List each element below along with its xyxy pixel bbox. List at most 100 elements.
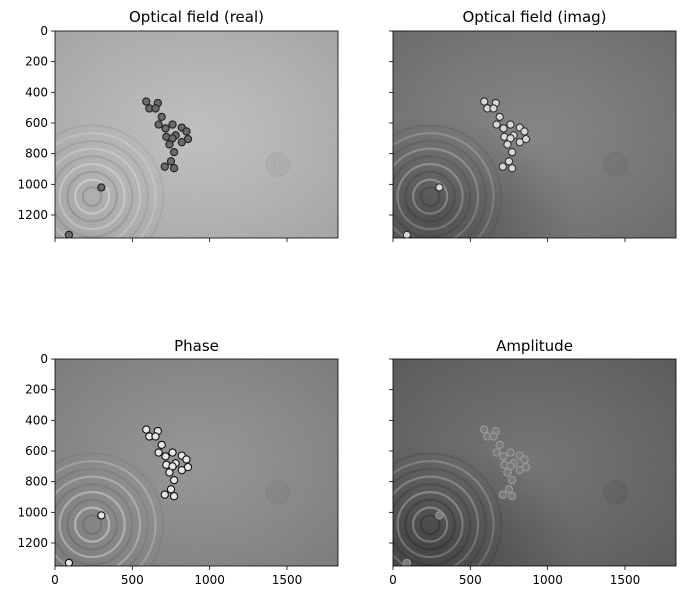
cell: [503, 468, 512, 477]
dark-corner-shade: [393, 359, 676, 566]
y-tick-label: 1200: [17, 536, 48, 550]
cell: [435, 183, 444, 192]
image-area: [389, 30, 677, 242]
cell: [503, 140, 512, 149]
cell: [161, 124, 170, 133]
axes-frame: [392, 30, 677, 239]
y-tick-label: 800: [25, 147, 48, 161]
y-tick-label: 0: [40, 24, 48, 38]
cell: [489, 432, 498, 441]
cell: [97, 183, 106, 192]
cell: [506, 120, 515, 129]
cell: [507, 147, 517, 157]
cell: [169, 475, 179, 485]
y-tick-label: 1000: [17, 505, 48, 519]
cell: [520, 455, 529, 464]
vignette: [55, 31, 338, 238]
cell: [499, 124, 508, 133]
axes-frame: [54, 358, 339, 567]
cell: [160, 162, 169, 171]
cell: [169, 492, 179, 501]
x-tick-label: 1500: [272, 573, 303, 587]
cell: [402, 230, 412, 238]
image-area: 0 500 1000 1500: [389, 358, 677, 587]
x-tick-label: 1000: [194, 573, 225, 587]
x-tick-label: 1500: [610, 573, 641, 587]
cell: [154, 120, 163, 129]
image-area: 0 200 400 600 800 1000 1200: [17, 24, 339, 242]
y-tick-label: 200: [25, 55, 48, 69]
dark-corner-shade: [393, 31, 676, 238]
cell: [154, 448, 163, 457]
cell: [142, 425, 151, 434]
cell: [402, 558, 412, 566]
cell: [169, 164, 179, 173]
cell: [151, 432, 160, 441]
cell: [151, 104, 160, 113]
y-tick-label: 400: [25, 85, 48, 99]
cell: [495, 112, 504, 122]
cell: [165, 468, 174, 477]
cells: [402, 425, 531, 566]
panel-amplitude: Amplitude 0 500 1000 1500: [389, 337, 677, 587]
y-tick-label: 400: [25, 413, 48, 427]
panel-phase: Phase 0 500 1000 1500 0 200 400 600 800 1000 1200: [17, 337, 339, 587]
cell: [480, 425, 489, 434]
cell: [157, 440, 166, 450]
x-tick-label: 500: [121, 573, 144, 587]
cell: [480, 97, 489, 106]
y-tick-label: 600: [25, 444, 48, 458]
cells: [402, 97, 531, 238]
panel-title: Amplitude: [496, 337, 573, 355]
cell: [64, 558, 74, 566]
y-tick-label: 0: [40, 352, 48, 366]
vignette: [55, 359, 338, 566]
image-area: 0 500 1000 1500 0 200 400 600 800 1000 1200: [17, 352, 339, 587]
x-tick-label: 1000: [532, 573, 563, 587]
cell: [182, 455, 191, 464]
y-tick-label: 600: [25, 116, 48, 130]
y-tick-label: 200: [25, 383, 48, 397]
axes-frame: [54, 30, 339, 239]
cell: [498, 490, 507, 499]
cell: [97, 511, 106, 520]
cell: [166, 485, 176, 494]
cell: [168, 120, 177, 129]
cell: [521, 134, 531, 144]
cell: [183, 462, 193, 472]
cell: [169, 147, 179, 157]
cell: [495, 440, 504, 450]
y-tick-label: 800: [25, 475, 48, 489]
axes-frame: [392, 358, 677, 567]
cells: [64, 425, 193, 566]
cell: [498, 162, 507, 171]
x-tick-label: 500: [459, 573, 482, 587]
cell: [142, 97, 151, 106]
cells: [64, 97, 193, 238]
panel-optical-field-imag: Optical field (imag): [389, 8, 677, 242]
cell: [521, 462, 531, 472]
cell: [435, 511, 444, 520]
cell: [183, 134, 193, 144]
panel-title: Phase: [174, 337, 219, 355]
cell: [160, 490, 169, 499]
y-tick-label: 1000: [17, 177, 48, 191]
x-tick-label: 0: [389, 573, 397, 587]
cell: [520, 127, 529, 136]
cell: [492, 448, 501, 457]
cell: [161, 452, 170, 461]
cell: [165, 140, 174, 149]
cell: [506, 448, 515, 457]
cell: [507, 164, 517, 173]
cell: [168, 448, 177, 457]
cell: [499, 452, 508, 461]
panel-optical-field-real: Optical field (real) 0 200 400 600 800 1000 12…: [17, 8, 339, 242]
cell: [504, 485, 514, 494]
cell: [492, 120, 501, 129]
cell: [507, 475, 517, 485]
x-tick-label: 0: [51, 573, 59, 587]
cell: [507, 492, 517, 501]
cell: [489, 104, 498, 113]
cell: [182, 127, 191, 136]
